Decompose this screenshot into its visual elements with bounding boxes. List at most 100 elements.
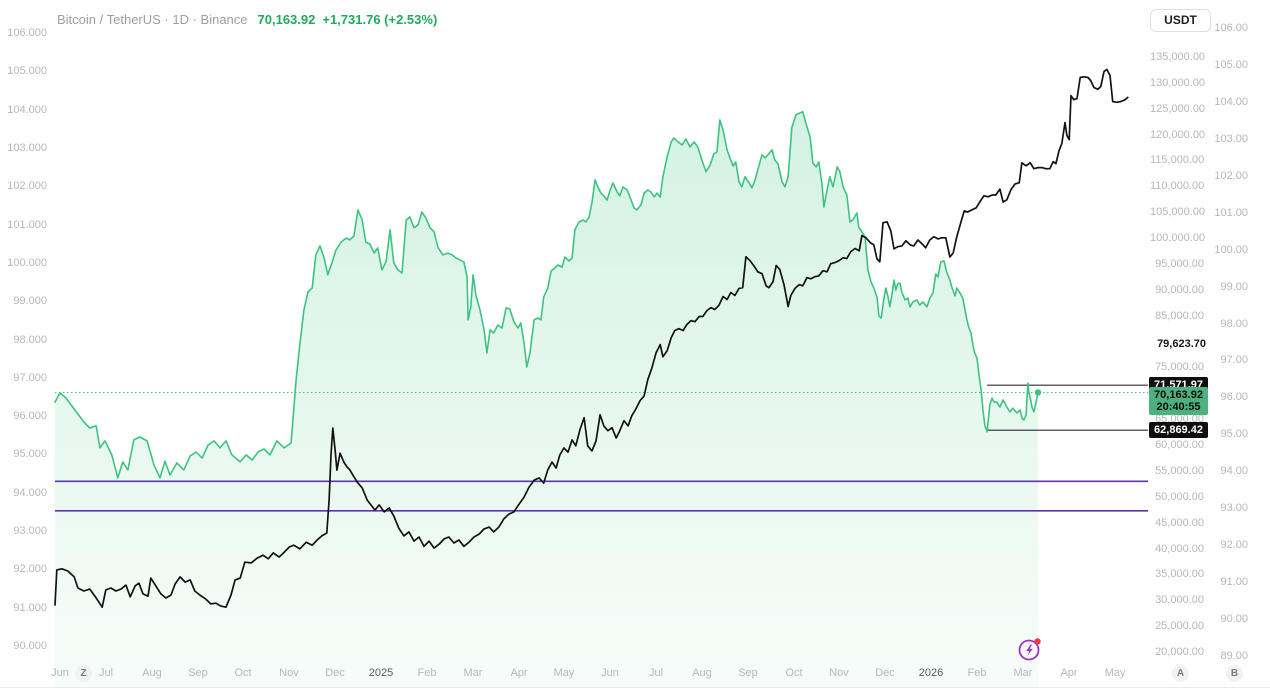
time-tick: 2026 bbox=[918, 667, 944, 679]
price-tick-a: 95,000.00 bbox=[1155, 258, 1204, 270]
price-tick-b: 91.00 bbox=[1220, 576, 1248, 588]
last-price-marker bbox=[1034, 389, 1042, 396]
price-tick-z: 105.000 bbox=[7, 65, 47, 77]
price-tick-a: 105,000.00 bbox=[1150, 206, 1206, 218]
price-tick-b: 95.00 bbox=[1220, 428, 1248, 440]
time-tick: Feb bbox=[967, 667, 987, 679]
time-tick: Sep bbox=[188, 667, 208, 679]
price-tick-z: 96.000 bbox=[13, 410, 47, 422]
time-tick: Oct bbox=[234, 667, 252, 679]
price-tick-a: 35,000.00 bbox=[1155, 568, 1204, 580]
price-tick-z: 103.000 bbox=[7, 142, 47, 154]
price-tick-z: 104.000 bbox=[7, 104, 47, 116]
price-tick-b: 96.00 bbox=[1220, 391, 1248, 403]
price-tick-z: 98.000 bbox=[13, 334, 47, 346]
time-tick: 2025 bbox=[368, 667, 394, 679]
price-tick-z: 101.000 bbox=[7, 219, 47, 231]
time-tick: Apr bbox=[510, 667, 528, 679]
price-tick-b: 103.00 bbox=[1214, 133, 1248, 145]
symbol-title: Bitcoin / TetherUS · 1D · Binance bbox=[57, 12, 248, 27]
price-tick-b: 97.00 bbox=[1220, 354, 1248, 366]
price-tick-b: 90.00 bbox=[1220, 613, 1248, 625]
price-tick-a: 125,000.00 bbox=[1150, 103, 1206, 115]
price-tick-a: 135,000.00 bbox=[1150, 51, 1206, 63]
price-axis-label-bold: 79,623.70 bbox=[1157, 338, 1206, 350]
price-tick-z: 90.000 bbox=[13, 640, 47, 652]
price-tick-a: 75,000.00 bbox=[1155, 361, 1204, 373]
lightning-icon[interactable] bbox=[1016, 635, 1044, 663]
price-tick-z: 102.000 bbox=[7, 180, 47, 192]
scale-button-z[interactable]: Z bbox=[75, 665, 92, 682]
bolt-glyph bbox=[1026, 644, 1033, 656]
badge-price-text: 70,163.92 bbox=[1154, 389, 1203, 401]
time-tick: Nov bbox=[829, 667, 849, 679]
price-tick-b: 99.00 bbox=[1220, 281, 1248, 293]
price-tick-a: 50,000.00 bbox=[1155, 491, 1204, 503]
price-tick-a: 120,000.00 bbox=[1150, 129, 1206, 141]
price-tick-a: 110,000.00 bbox=[1150, 180, 1205, 192]
price-tick-b: 89.00 bbox=[1220, 650, 1248, 662]
symbol-header[interactable]: Bitcoin / TetherUS · 1D · Binance 70,163.… bbox=[57, 12, 437, 27]
price-tick-b: 92.00 bbox=[1220, 539, 1248, 551]
price-tick-z: 92.000 bbox=[13, 563, 47, 575]
scale-button-b[interactable]: B bbox=[1226, 665, 1243, 682]
price-tick-a: 115,000.00 bbox=[1150, 154, 1205, 166]
price-tick-b: 100.00 bbox=[1214, 244, 1248, 256]
price-tick-a: 85,000.00 bbox=[1155, 310, 1204, 322]
time-tick: Oct bbox=[785, 667, 803, 679]
time-tick: Apr bbox=[1060, 667, 1078, 679]
price-tick-a: 45,000.00 bbox=[1155, 517, 1204, 529]
time-tick: May bbox=[1104, 667, 1126, 679]
time-axis-separator bbox=[0, 687, 1270, 688]
price-tick-b: 105.00 bbox=[1214, 59, 1248, 71]
price-tick-a: 30,000.00 bbox=[1155, 594, 1204, 606]
price-tick-a: 20,000.00 bbox=[1155, 646, 1204, 658]
time-tick: Jul bbox=[648, 667, 664, 679]
price-badge-level: 62,869.42 bbox=[1149, 422, 1208, 438]
price-tick-a: 130,000.00 bbox=[1150, 77, 1206, 89]
price-tick-b: 101.00 bbox=[1214, 207, 1248, 219]
price-tick-a: 90,000.00 bbox=[1155, 284, 1204, 296]
btc-area-fill bbox=[55, 111, 1038, 688]
price-tick-b: 104.00 bbox=[1214, 96, 1248, 108]
btc-area-series bbox=[54, 111, 1039, 479]
price-tick-z: 91.000 bbox=[13, 602, 47, 614]
price-tick-a: 55,000.00 bbox=[1155, 465, 1204, 477]
price-tick-a: 60,000.00 bbox=[1155, 439, 1204, 451]
price-tick-z: 99.000 bbox=[13, 295, 47, 307]
time-tick: Jun bbox=[51, 667, 69, 679]
price-tick-z: 106.000 bbox=[7, 27, 47, 39]
time-tick: Dec bbox=[875, 667, 895, 679]
comparison-line-series bbox=[54, 68, 1129, 609]
price-tick-b: 94.00 bbox=[1220, 465, 1248, 477]
price-tick-z: 95.000 bbox=[13, 448, 47, 460]
time-tick: Sep bbox=[738, 667, 758, 679]
time-tick: May bbox=[553, 667, 575, 679]
time-tick: Aug bbox=[142, 667, 162, 679]
price-tick-z: 93.000 bbox=[13, 525, 47, 537]
price-tick-a: 25,000.00 bbox=[1155, 620, 1204, 632]
price-tick-a: 100,000.00 bbox=[1150, 232, 1206, 244]
time-tick: Nov bbox=[279, 667, 299, 679]
price-tick-z: 97.000 bbox=[13, 372, 47, 384]
time-tick: Aug bbox=[692, 667, 712, 679]
time-tick: Dec bbox=[325, 667, 345, 679]
scale-button-a[interactable]: A bbox=[1172, 665, 1189, 682]
time-tick: Feb bbox=[417, 667, 437, 679]
currency-toggle-button[interactable]: USDT bbox=[1150, 9, 1211, 32]
time-tick: Mar bbox=[463, 667, 483, 679]
price-badge-last: 70,163.92 20:40:55 bbox=[1149, 387, 1208, 415]
price-tick-a: 40,000.00 bbox=[1155, 543, 1204, 555]
time-tick: Mar bbox=[1013, 667, 1033, 679]
last-price: 70,163.92 bbox=[257, 12, 316, 27]
price-tick-z: 94.000 bbox=[13, 487, 47, 499]
price-tick-b: 98.00 bbox=[1220, 318, 1248, 330]
time-tick: Jun bbox=[601, 667, 619, 679]
price-tick-b: 106.00 bbox=[1214, 22, 1248, 34]
price-tick-b: 93.00 bbox=[1220, 502, 1248, 514]
notification-dot bbox=[1034, 638, 1041, 645]
price-tick-z: 100.000 bbox=[7, 257, 47, 269]
price-change: +1,731.76 (+2.53%) bbox=[322, 12, 438, 27]
